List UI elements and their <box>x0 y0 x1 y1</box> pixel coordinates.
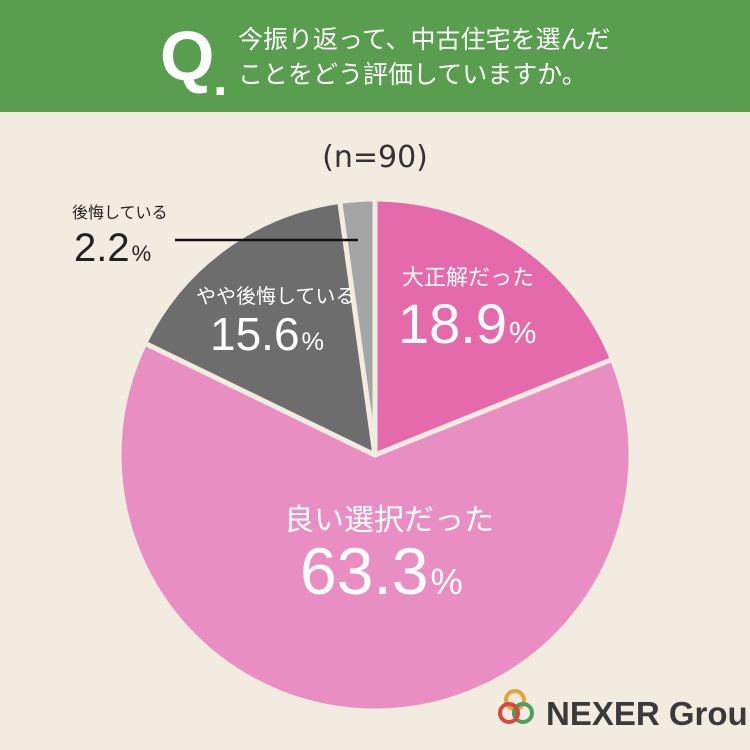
label-great-pct: 18.9% <box>398 292 537 355</box>
label-somewhat-regret-name: やや後悔している <box>196 284 356 308</box>
slice-great <box>372 196 615 458</box>
label-regret-name: 後悔している <box>72 203 168 222</box>
q-mark: Q <box>160 17 215 95</box>
label-great-name: 大正解だった <box>402 266 535 291</box>
slice-good <box>116 340 634 714</box>
slice-regret <box>337 196 378 458</box>
label-good-pct: 63.3% <box>300 534 463 608</box>
question-line-1: 今振り返って、中古住宅を選んだ <box>238 25 611 54</box>
question-line-2: ことをどう評価していますか。 <box>238 60 587 89</box>
label-regret-pct: 2.2% <box>74 226 152 270</box>
q-dot: . <box>213 49 228 107</box>
logo-ring-3 <box>498 702 520 724</box>
question-banner: Q . 今振り返って、中古住宅を選んだ ことをどう評価していますか。 <box>0 0 750 112</box>
label-somewhat-regret-pct: 15.6% <box>210 308 325 360</box>
nexer-logo-mark <box>498 689 534 724</box>
logo-ring-2 <box>512 702 534 724</box>
slice-somewhat-regret <box>142 198 378 458</box>
logo-text: NEXER Group <box>546 695 750 732</box>
label-good-name: 良い選択だった <box>284 503 494 538</box>
sample-size: (n=90) <box>322 140 428 175</box>
